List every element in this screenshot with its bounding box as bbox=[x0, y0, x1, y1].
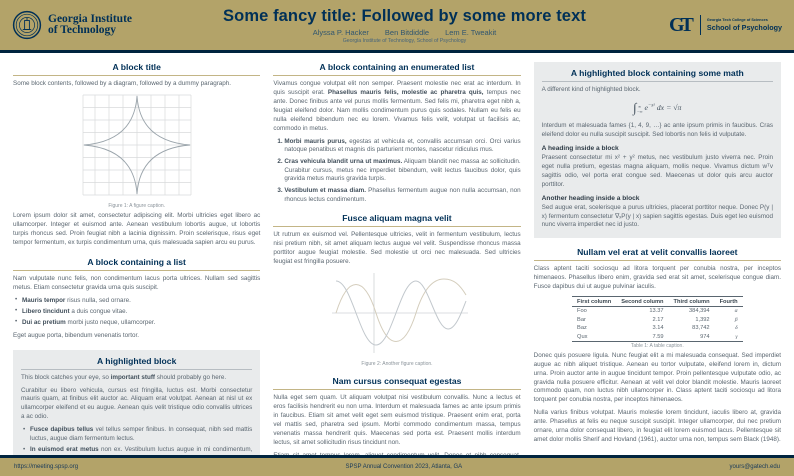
figure-caption: Figure 1: A figure caption. bbox=[108, 202, 166, 209]
star-plot-icon bbox=[82, 94, 192, 196]
footer-conference: SPSP Annual Convention 2023, Atlanta, GA bbox=[345, 464, 463, 470]
paragraph: Curabitur eu libero vehicula, cursus est… bbox=[21, 386, 253, 421]
sine-plot-icon bbox=[331, 273, 468, 354]
paragraph: Nam vulputate nunc felis, non condimentu… bbox=[13, 274, 261, 291]
gt-wordmark: Georgia Institute of Technology bbox=[12, 10, 207, 40]
footer-website: https://meeting.spsp.org bbox=[14, 464, 79, 470]
table-row: Bar 2.17 1,392 β bbox=[577, 316, 738, 323]
math-display: ∫ ∞ −∞ e−x² dx = √π bbox=[633, 99, 682, 115]
inner-heading: Another heading inside a block bbox=[541, 194, 640, 202]
block-heading: A highlighted block bbox=[21, 356, 253, 370]
block-table: Nullam vel erat at velit convallis laore… bbox=[533, 247, 781, 445]
list-item: Vestibulum et massa diam. Phasellus ferm… bbox=[284, 187, 520, 204]
list-item: Fusce dapibus tellus vel tellus semper f… bbox=[23, 426, 252, 443]
integral-limits: ∞ −∞ bbox=[636, 103, 643, 114]
list-item: Libero tincidunt a duis congue vitae. bbox=[15, 307, 260, 317]
block-heading: Nam cursus consequat egestas bbox=[273, 376, 521, 391]
block-enumerated-list: A block containing an enumerated list Vi… bbox=[273, 62, 521, 205]
column-1: A block title Some block contents, follo… bbox=[13, 62, 261, 455]
paragraph: Class aptent taciti sociosqu ad litora t… bbox=[533, 265, 781, 291]
gt-monogram-icon: GT bbox=[669, 13, 694, 36]
author-list: Alyssa P. Hacker Ben Bitdiddle Lem E. Tw… bbox=[207, 28, 602, 37]
block-heading: A block containing a list bbox=[13, 257, 261, 271]
paragraph: A different kind of highlighted block. bbox=[541, 86, 641, 93]
wordmark-line1: Georgia Institute bbox=[48, 12, 133, 25]
school-label: School of Psychology bbox=[706, 23, 782, 32]
bullet-list: Mauris tempor risus nulla, sed ornare. L… bbox=[13, 296, 260, 328]
header-center: Some fancy title: Followed by some more … bbox=[207, 7, 602, 44]
institute-wordmark-text: Georgia Institute of Technology bbox=[48, 12, 133, 37]
column-2: A block containing an enumerated list Vi… bbox=[273, 62, 521, 455]
inner-heading: A heading inside a block bbox=[541, 144, 619, 152]
author: Lem E. Tweakit bbox=[445, 27, 497, 37]
paragraph: Nulla eget sem quam. Ut aliquam volutpat… bbox=[273, 394, 521, 446]
institution-line: Georgia Institute of Technology, School … bbox=[342, 37, 467, 44]
block-containing-a-list: A block containing a list Nam vulputate … bbox=[13, 257, 261, 341]
school-logo: GT Georgia Tech College of Sciences Scho… bbox=[602, 14, 782, 37]
numbered-list: Morbi mauris purus, egestas at vehicula … bbox=[273, 138, 520, 205]
footer-email: yours@gatech.edu bbox=[729, 464, 780, 470]
table-caption: Table 1: A table caption. bbox=[630, 342, 684, 349]
figure-star-plot bbox=[13, 93, 260, 202]
table-header-row: First column Second column Third column … bbox=[572, 296, 743, 308]
author: Alyssa P. Hacker bbox=[312, 27, 369, 37]
list-item: Dui ac pretium morbi justo neque, ullamc… bbox=[15, 318, 260, 328]
list-item: Morbi mauris purus, egestas at vehicula … bbox=[284, 138, 520, 155]
list-item: Mauris tempor risus nulla, sed ornare. bbox=[15, 296, 260, 306]
block-fusce-aliquam: Fusce aliquam magna velit Ut rutrum ex e… bbox=[273, 213, 521, 368]
integral-symbol: ∫ bbox=[633, 99, 637, 115]
wordmark-line2: of Technology bbox=[48, 24, 117, 36]
block-heading: A block containing an enumerated list bbox=[273, 62, 521, 76]
block-a-block-title: A block title Some block contents, follo… bbox=[13, 62, 261, 248]
list-item: In euismod erat metus non ex. Vestibulum… bbox=[23, 446, 252, 455]
list-item: Cras vehicula blandit urna ut maximus. A… bbox=[284, 158, 520, 184]
table-row: Qux 7.59 974 γ bbox=[572, 332, 743, 342]
paragraph: Lorem ipsum dolor sit amet, consectetur … bbox=[13, 211, 261, 246]
figure-sine-plot bbox=[273, 271, 520, 360]
paragraph: Interdum et malesuada fames {1, 4, 9, …}… bbox=[541, 121, 773, 138]
paragraph: Nulla varius finibus volutpat. Mauris mo… bbox=[533, 409, 781, 444]
poster-footer: https://meeting.spsp.org SPSP Annual Con… bbox=[0, 455, 794, 476]
bullet-list: Fusce dapibus tellus vel tellus semper f… bbox=[21, 426, 252, 455]
paragraph: Donec quis posuere ligula. Nunc feugiat … bbox=[533, 351, 781, 404]
logo-divider bbox=[699, 15, 701, 35]
paragraph: Praesent consectetur mi x² + y² metus, n… bbox=[541, 153, 773, 188]
highlighted-block: A highlighted block This block catches y… bbox=[13, 349, 261, 455]
college-label: Georgia Tech College of Sciences bbox=[706, 18, 768, 22]
poster-body: A block title Some block contents, follo… bbox=[0, 53, 794, 455]
data-table: First column Second column Third column … bbox=[572, 296, 743, 342]
block-heading: Nullam vel erat at velit convallis laore… bbox=[533, 247, 781, 262]
paragraph: Etiam sit amet tempus lorem, aliquet con… bbox=[273, 452, 520, 455]
figure-caption: Figure 2: Another figure caption. bbox=[361, 361, 433, 368]
poster-header: Georgia Institute of Technology Some fan… bbox=[0, 0, 794, 53]
author: Ben Bitdiddle bbox=[384, 27, 430, 37]
column-3: A highlighted block containing some math… bbox=[533, 62, 781, 455]
gt-seal-icon bbox=[12, 10, 42, 40]
table-row: Baz 3.14 83,742 δ bbox=[577, 325, 738, 332]
block-references: References Black, D. (1948). On the rati… bbox=[534, 454, 781, 455]
paragraph: Sed augue erat, scelerisque a purus ultr… bbox=[541, 203, 773, 229]
paragraph: Eget augue porta, bibendum venenatis tor… bbox=[13, 331, 140, 339]
poster-title: Some fancy title: Followed by some more … bbox=[223, 6, 586, 25]
paragraph: Vivamus congue volutpat elit non semper.… bbox=[273, 80, 521, 132]
block-heading: A block title bbox=[13, 62, 261, 76]
school-logo-text: Georgia Tech College of Sciences School … bbox=[707, 18, 782, 32]
block-heading: References bbox=[534, 454, 781, 455]
block-nam-cursus: Nam cursus consequat egestas Nulla eget … bbox=[273, 376, 521, 455]
block-heading: Fusce aliquam magna velit bbox=[273, 213, 521, 228]
table-row: Foo 13.37 384,394 α bbox=[577, 308, 738, 315]
paragraph: Ut rutrum ex euismod vel. Pellentesque u… bbox=[273, 231, 521, 266]
paragraph: This block catches your eye, so importan… bbox=[21, 373, 227, 381]
highlighted-math-block: A highlighted block containing some math… bbox=[533, 62, 781, 239]
block-heading: A highlighted block containing some math bbox=[541, 68, 773, 82]
paragraph: Some block contents, followed by a diagr… bbox=[13, 80, 232, 87]
